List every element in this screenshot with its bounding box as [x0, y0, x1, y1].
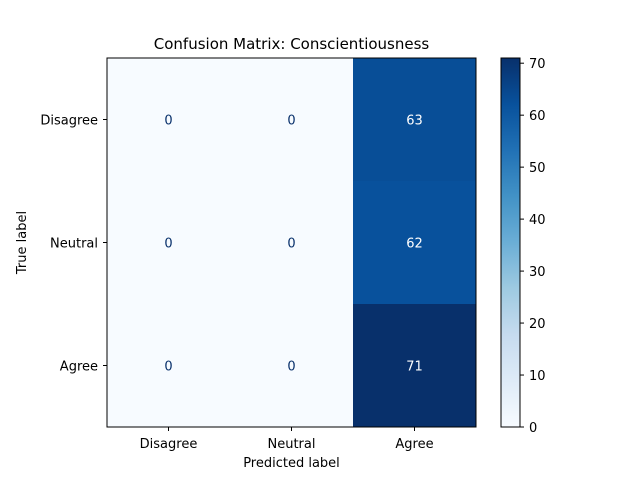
x-axis-label: Predicted label	[243, 456, 340, 471]
colorbar-tick-label: 30	[529, 265, 546, 280]
colorbar-tick-label: 40	[529, 213, 546, 228]
heatmap-cells	[107, 58, 477, 428]
heatmap-cell	[353, 304, 477, 428]
y-axis-ticks: Disagree Neutral Agree	[40, 114, 107, 375]
heatmap-cell	[230, 181, 354, 305]
cell-value-label: 71	[406, 360, 423, 375]
heatmap-cell-labels: 0 0 63 0 0 62 0 0 71	[164, 114, 422, 375]
heatmap-cell	[353, 181, 477, 305]
heatmap-cell	[230, 304, 354, 428]
colorbar-ticks: 0 10 20 30 40 50 60 70	[520, 57, 546, 436]
cell-value-label: 0	[164, 114, 172, 129]
colorbar-tick-label: 70	[529, 57, 546, 72]
x-tick-label: Neutral	[268, 437, 316, 452]
y-tick-label: Disagree	[40, 114, 98, 129]
colorbar-tick-label: 10	[529, 369, 546, 384]
cell-value-label: 0	[164, 360, 172, 375]
x-axis-ticks: Disagree Neutral Agree	[140, 427, 434, 452]
x-tick-label: Disagree	[140, 437, 198, 452]
cell-value-label: 63	[406, 114, 423, 129]
cell-value-label: 62	[406, 237, 423, 252]
cell-value-label: 0	[287, 114, 295, 129]
chart-title: Confusion Matrix: Conscientiousness	[154, 35, 430, 53]
y-tick-label: Agree	[60, 360, 98, 375]
cell-value-label: 0	[164, 237, 172, 252]
cell-value-label: 0	[287, 360, 295, 375]
heatmap-cell	[353, 58, 477, 182]
x-tick-label: Agree	[395, 437, 433, 452]
cell-value-label: 0	[287, 237, 295, 252]
colorbar-tick-label: 50	[529, 161, 546, 176]
y-tick-label: Neutral	[50, 237, 98, 252]
colorbar-tick-label: 0	[529, 421, 537, 436]
colorbar-tick-label: 20	[529, 317, 546, 332]
heatmap-cell	[107, 181, 231, 305]
heatmap-cell	[107, 58, 231, 182]
colorbar	[500, 57, 521, 428]
heatmap-cell	[230, 58, 354, 182]
heatmap-cell	[107, 304, 231, 428]
y-axis-label: True label	[15, 211, 30, 275]
colorbar-tick-label: 60	[529, 109, 546, 124]
